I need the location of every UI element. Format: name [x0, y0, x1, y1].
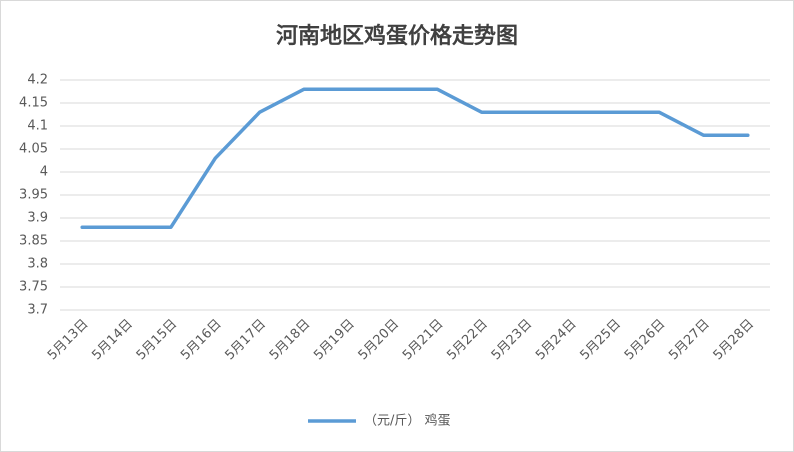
y-tick-label: 4.2	[27, 73, 48, 88]
y-tick-label: 3.75	[19, 280, 48, 295]
y-tick-label: 4.05	[19, 142, 48, 157]
y-tick-label: 3.85	[19, 234, 48, 249]
y-tick-label: 4.15	[19, 96, 48, 111]
y-tick-label: 4	[40, 165, 48, 180]
y-tick-label: 4.1	[27, 119, 48, 134]
legend-label: （元/斤） 鸡蛋	[364, 413, 451, 429]
y-tick-label: 3.8	[27, 257, 48, 272]
y-tick-label: 3.95	[19, 188, 48, 203]
line-series	[80, 87, 750, 229]
y-tick-label: 3.7	[27, 303, 48, 318]
y-tick-label: 3.9	[27, 211, 48, 226]
chart-title: 河南地区鸡蛋价格走势图	[276, 23, 518, 49]
